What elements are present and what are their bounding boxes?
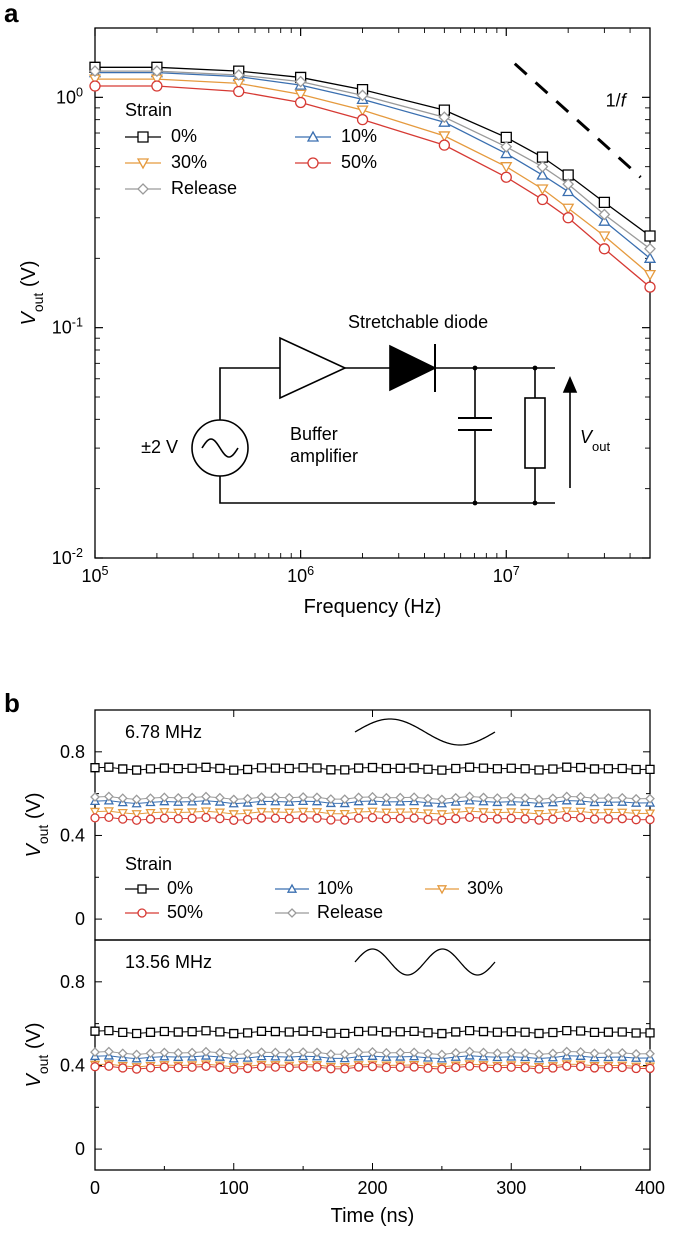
svg-text:6.78 MHz: 6.78 MHz — [125, 722, 202, 742]
svg-text:10%: 10% — [317, 878, 353, 898]
svg-text:Buffer: Buffer — [290, 424, 338, 444]
svg-text:Release: Release — [171, 178, 237, 198]
svg-text:300: 300 — [496, 1178, 526, 1198]
svg-text:10-1: 10-1 — [52, 316, 83, 338]
svg-text:30%: 30% — [467, 878, 503, 898]
panel-a-chart: 10-2 10-1 100 105 106 107 Frequency (Hz) Vout (… — [0, 8, 685, 658]
svg-text:0.8: 0.8 — [60, 742, 85, 762]
svg-text:107: 107 — [493, 564, 520, 586]
svg-text:105: 105 — [81, 564, 108, 586]
svg-text:Vout (V): Vout (V) — [18, 260, 46, 325]
panel-b-chart: 0 0.4 0.8 Vout (V) 6.78 MHz Strain 0% 10% 30% 50%… — [0, 695, 685, 1245]
svg-text:±2 V: ±2 V — [141, 437, 178, 457]
svg-text:Vout (V): Vout (V) — [23, 1022, 51, 1087]
svg-text:30%: 30% — [171, 152, 207, 172]
svg-text:Vout: Vout — [580, 427, 610, 454]
figure-root: a 10-210-1100105106107Frequency (Hz)Vout… — [0, 0, 685, 1242]
svg-text:amplifier: amplifier — [290, 446, 358, 466]
svg-text:50%: 50% — [167, 902, 203, 922]
svg-text:10%: 10% — [341, 126, 377, 146]
svg-text:Release: Release — [317, 902, 383, 922]
svg-text:0: 0 — [75, 909, 85, 929]
svg-text:50%: 50% — [341, 152, 377, 172]
svg-text:0%: 0% — [167, 878, 193, 898]
svg-text:106: 106 — [287, 564, 314, 586]
svg-text:Time (ns): Time (ns) — [331, 1205, 415, 1227]
svg-text:Stretchable diode: Stretchable diode — [348, 312, 488, 332]
svg-text:0: 0 — [90, 1178, 100, 1198]
svg-text:0.4: 0.4 — [60, 825, 85, 845]
svg-text:Strain: Strain — [125, 100, 172, 120]
svg-text:1/f: 1/f — [606, 90, 628, 110]
svg-text:0.4: 0.4 — [60, 1055, 85, 1075]
svg-text:Frequency (Hz): Frequency (Hz) — [304, 596, 442, 618]
svg-text:13.56 MHz: 13.56 MHz — [125, 952, 212, 972]
svg-text:Vout (V): Vout (V) — [23, 792, 51, 857]
svg-text:100: 100 — [219, 1178, 249, 1198]
svg-text:0%: 0% — [171, 126, 197, 146]
svg-text:0: 0 — [75, 1139, 85, 1159]
svg-text:Strain: Strain — [125, 854, 172, 874]
svg-text:0.8: 0.8 — [60, 972, 85, 992]
svg-text:200: 200 — [357, 1178, 387, 1198]
svg-text:10-2: 10-2 — [52, 546, 83, 568]
svg-text:400: 400 — [635, 1178, 665, 1198]
svg-text:100: 100 — [56, 85, 83, 107]
